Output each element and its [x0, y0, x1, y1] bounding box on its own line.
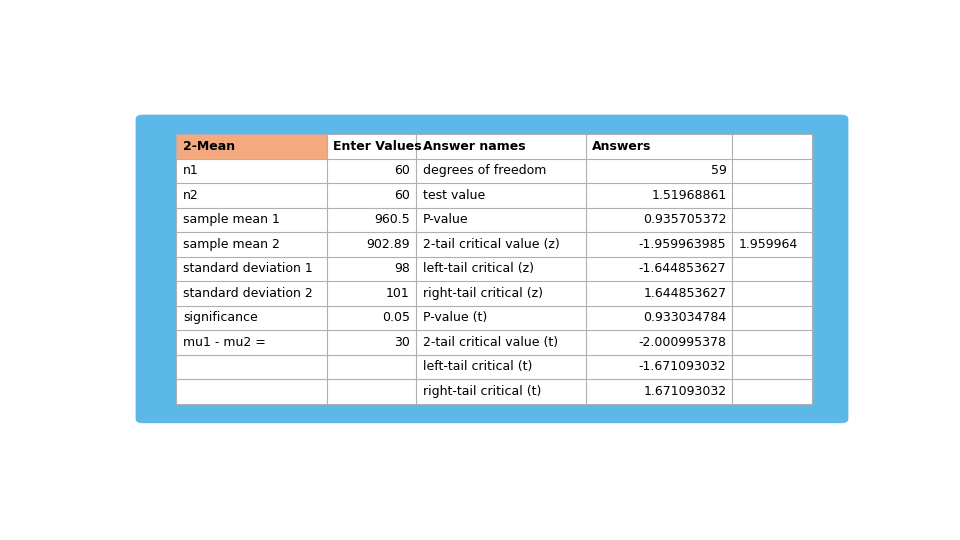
- Text: Enter Values: Enter Values: [333, 140, 421, 153]
- Text: 1.644853627: 1.644853627: [643, 287, 727, 300]
- Text: 30: 30: [394, 336, 410, 349]
- Text: Answer names: Answer names: [423, 140, 526, 153]
- Text: test value: test value: [423, 189, 486, 202]
- Bar: [176, 134, 327, 159]
- Text: 902.89: 902.89: [366, 238, 410, 251]
- Text: left-tail critical (t): left-tail critical (t): [423, 360, 533, 374]
- Text: 0.935705372: 0.935705372: [643, 213, 727, 226]
- FancyBboxPatch shape: [135, 114, 849, 423]
- Text: degrees of freedom: degrees of freedom: [423, 165, 546, 178]
- Text: standard deviation 2: standard deviation 2: [183, 287, 313, 300]
- Text: 2-tail critical value (t): 2-tail critical value (t): [423, 336, 558, 349]
- Text: mu1 - mu2 =: mu1 - mu2 =: [183, 336, 266, 349]
- Text: 0.933034784: 0.933034784: [643, 312, 727, 325]
- Text: standard deviation 1: standard deviation 1: [183, 262, 313, 275]
- Text: -1.671093032: -1.671093032: [638, 360, 727, 374]
- Text: 60: 60: [394, 189, 410, 202]
- Text: P-value: P-value: [423, 213, 468, 226]
- Text: 1.671093032: 1.671093032: [643, 385, 727, 398]
- Text: 1.51968861: 1.51968861: [651, 189, 727, 202]
- Text: P-value (t): P-value (t): [423, 312, 488, 325]
- Text: 59: 59: [710, 165, 727, 178]
- Text: right-tail critical (z): right-tail critical (z): [423, 287, 543, 300]
- Text: -2.000995378: -2.000995378: [638, 336, 727, 349]
- Text: -1.959963985: -1.959963985: [638, 238, 727, 251]
- Text: sample mean 1: sample mean 1: [183, 213, 280, 226]
- Text: left-tail critical (z): left-tail critical (z): [423, 262, 534, 275]
- Text: sample mean 2: sample mean 2: [183, 238, 280, 251]
- Text: 1.959964: 1.959964: [738, 238, 798, 251]
- Text: right-tail critical (t): right-tail critical (t): [423, 385, 541, 398]
- Text: -1.644853627: -1.644853627: [638, 262, 727, 275]
- Text: 0.05: 0.05: [382, 312, 410, 325]
- Text: 2-Mean: 2-Mean: [183, 140, 235, 153]
- Text: 960.5: 960.5: [373, 213, 410, 226]
- Text: significance: significance: [183, 312, 258, 325]
- Text: Answers: Answers: [592, 140, 652, 153]
- Text: 101: 101: [386, 287, 410, 300]
- Text: 98: 98: [394, 262, 410, 275]
- Bar: [176, 134, 812, 404]
- Text: n1: n1: [183, 165, 199, 178]
- Text: n2: n2: [183, 189, 199, 202]
- Text: 60: 60: [394, 165, 410, 178]
- Text: 2-tail critical value (z): 2-tail critical value (z): [423, 238, 560, 251]
